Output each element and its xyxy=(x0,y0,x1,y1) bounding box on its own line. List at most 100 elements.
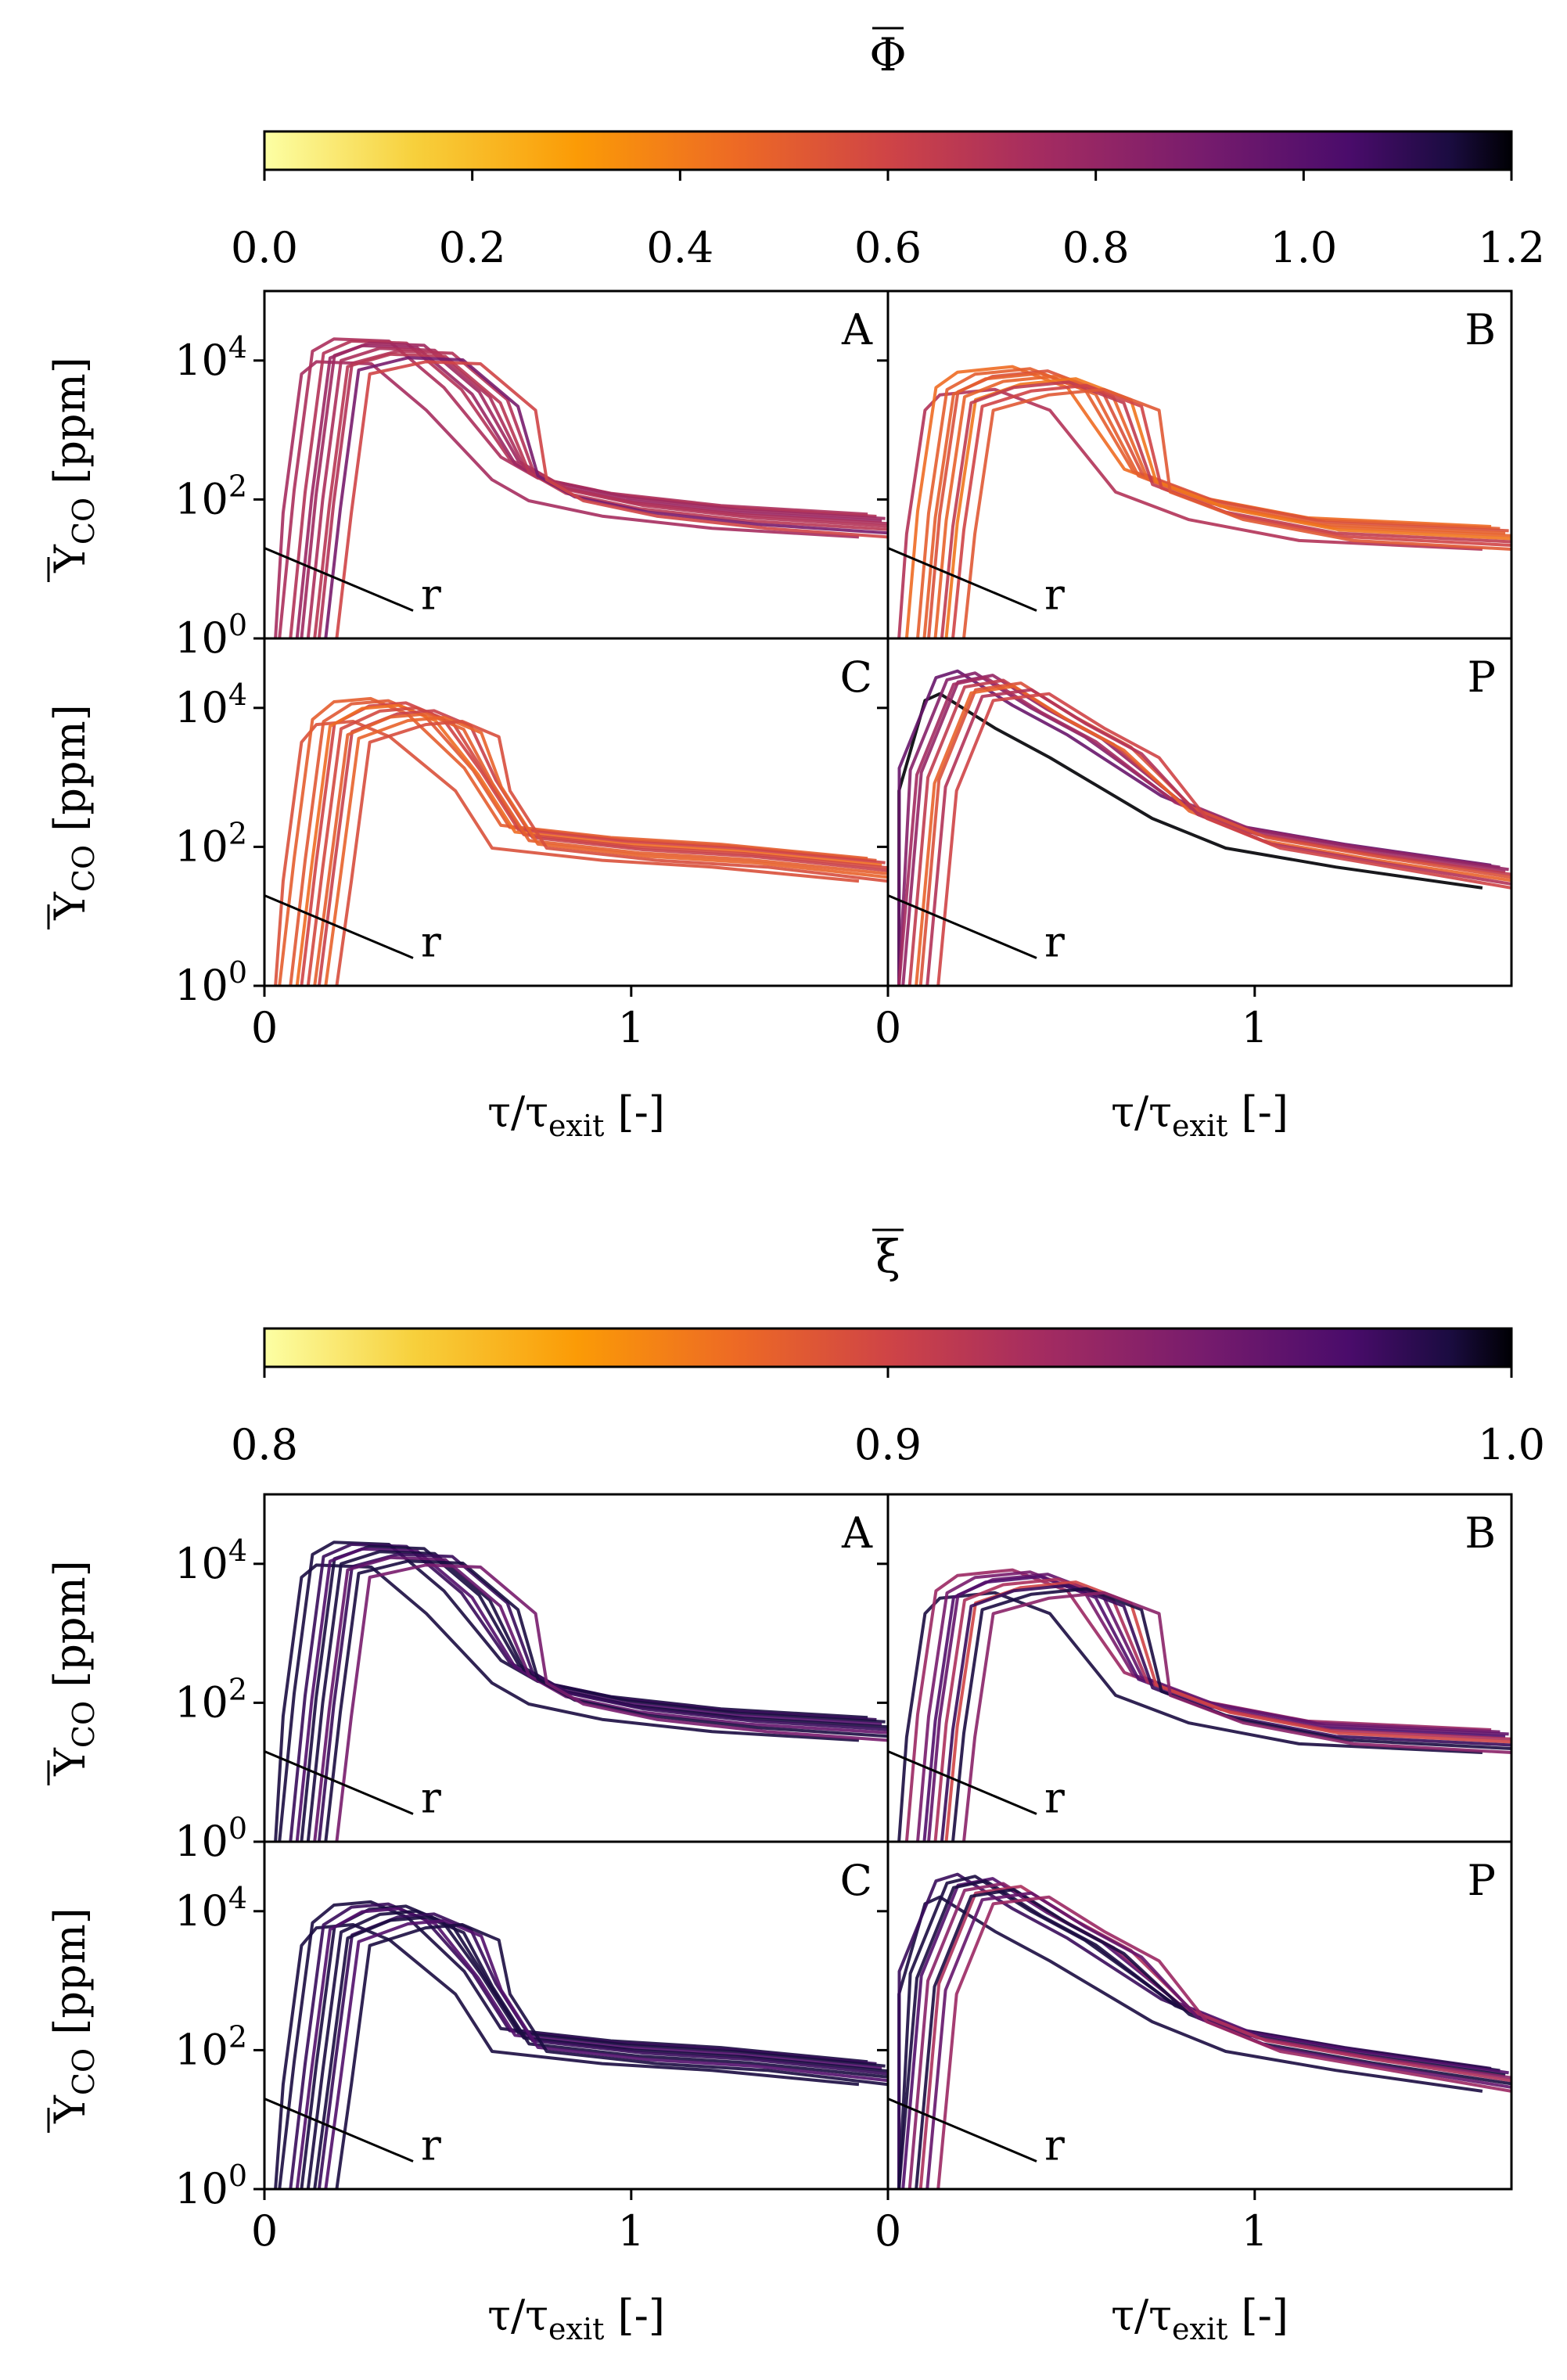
annotation-r: r xyxy=(421,1773,441,1822)
annotation-r: r xyxy=(1044,917,1065,966)
x-tick-label: 1 xyxy=(618,1003,645,1052)
series-line xyxy=(918,1885,1511,2189)
x-tick-label: 0 xyxy=(251,1003,278,1052)
colorbar-title: ξ xyxy=(875,1230,900,1283)
x-axis-label: τ/τexit [-] xyxy=(487,2291,665,2346)
x-axis-label-unit: [-] xyxy=(1227,1088,1288,1137)
x-axis-label-sub: exit xyxy=(1172,1109,1227,1143)
y-axis-label-group: YCO [ppm] xyxy=(45,704,101,929)
y-tick-exp: 2 xyxy=(228,469,247,503)
annotation-r: r xyxy=(1044,2120,1065,2170)
series-line xyxy=(940,1584,1511,1842)
series-line xyxy=(936,1895,1511,2189)
series-line xyxy=(922,372,1506,638)
series-line xyxy=(335,720,888,986)
x-axis-label-sub: exit xyxy=(548,2312,604,2346)
y-label-main: Y xyxy=(45,891,95,921)
series-line xyxy=(915,1888,1511,2189)
series-line xyxy=(925,1891,1511,2189)
annotation-line xyxy=(264,2098,414,2162)
colorbar-tick-label: 0.4 xyxy=(646,223,713,272)
colorbar-tick-label: 0.0 xyxy=(231,223,298,272)
colorbar-tick-label: 0.8 xyxy=(231,1420,298,1469)
annotation-line xyxy=(264,1750,414,1815)
y-tick-exp: 4 xyxy=(228,678,247,712)
y-label-unit: [ppm] xyxy=(45,357,95,498)
y-label-main: Y xyxy=(45,544,95,573)
y-tick-exp: 0 xyxy=(228,608,247,642)
panel-label: P xyxy=(1468,653,1496,702)
colorbar-tick-label: 0.2 xyxy=(439,223,506,272)
y-tick-base: 10 xyxy=(174,2025,228,2074)
y-tick-exp: 4 xyxy=(228,1533,247,1568)
series-group xyxy=(274,696,888,986)
series-line xyxy=(324,1559,888,1842)
panel-frame xyxy=(886,637,1513,987)
series-line xyxy=(335,360,888,638)
colorbar-tick-label: 1.0 xyxy=(1270,223,1337,272)
y-tick-label: 100 xyxy=(174,2159,247,2213)
y-tick-label: 102 xyxy=(174,816,247,871)
y-tick-base: 10 xyxy=(174,683,228,732)
series-group xyxy=(274,1541,888,1842)
series-line xyxy=(922,1575,1506,1842)
panel-label: P xyxy=(1468,1856,1496,1905)
series-line xyxy=(295,703,882,986)
panel-P: r P 0 1 τ/τexit [-] xyxy=(875,1840,1513,2346)
colorbar-tick-label: 0.8 xyxy=(1062,223,1130,272)
panel-label: A xyxy=(841,305,873,354)
colorbar-tick-label: 1.0 xyxy=(1478,1420,1545,1469)
series-line xyxy=(295,1907,882,2189)
y-tick-exp: 4 xyxy=(228,1881,247,1915)
y-tick-base: 10 xyxy=(174,1539,228,1588)
x-axis-label: τ/τexit [-] xyxy=(1111,2291,1288,2346)
y-axis-label: YCO [ppm] xyxy=(45,357,101,573)
y-tick-label: 104 xyxy=(174,678,247,732)
annotation-line xyxy=(887,894,1037,959)
series-line xyxy=(907,678,1511,986)
y-label-sub: CO xyxy=(66,845,101,892)
series-line xyxy=(300,1544,886,1842)
colorbar xyxy=(263,130,1513,171)
series-line xyxy=(274,360,860,638)
y-label-main: Y xyxy=(45,1747,95,1777)
series-line xyxy=(313,1555,888,1842)
annotation-line xyxy=(887,547,1037,612)
series-line xyxy=(317,349,888,638)
x-axis-label-main: τ/τ xyxy=(1111,1088,1172,1137)
colorbar-tick-label: 0.9 xyxy=(854,1420,922,1469)
series-line xyxy=(925,688,1511,986)
y-label-sub: CO xyxy=(66,2048,101,2095)
series-line xyxy=(313,1915,888,2189)
y-tick-exp: 4 xyxy=(228,330,247,365)
y-label-sub: CO xyxy=(66,498,101,545)
series-line xyxy=(324,356,888,638)
panel-label: A xyxy=(841,1508,873,1558)
series-group xyxy=(274,337,888,638)
series-line xyxy=(295,1547,882,1842)
y-axis-label-group: YCO [ppm] xyxy=(45,357,101,582)
x-tick-label: 0 xyxy=(875,1003,901,1052)
series-line xyxy=(274,1563,860,1842)
x-axis-label: τ/τexit [-] xyxy=(1111,1088,1288,1143)
x-tick-label: 1 xyxy=(1242,2206,1268,2256)
y-tick-base: 10 xyxy=(174,821,228,871)
y-tick-exp: 2 xyxy=(228,2019,247,2054)
y-axis-label-group: YCO [ppm] xyxy=(45,1560,101,1785)
series-line xyxy=(915,685,1511,986)
y-tick-label: 100 xyxy=(174,608,247,663)
series-line xyxy=(324,1918,888,2189)
panel-B: rB xyxy=(877,289,1513,640)
annotation-r: r xyxy=(1044,570,1065,619)
series-group xyxy=(897,1568,1511,1842)
panel-label: C xyxy=(840,1856,872,1905)
panel-B: rB xyxy=(877,1493,1513,1843)
y-label-sub: CO xyxy=(66,1701,101,1748)
series-line xyxy=(944,1580,1511,1842)
y-tick-label: 102 xyxy=(174,2019,247,2074)
